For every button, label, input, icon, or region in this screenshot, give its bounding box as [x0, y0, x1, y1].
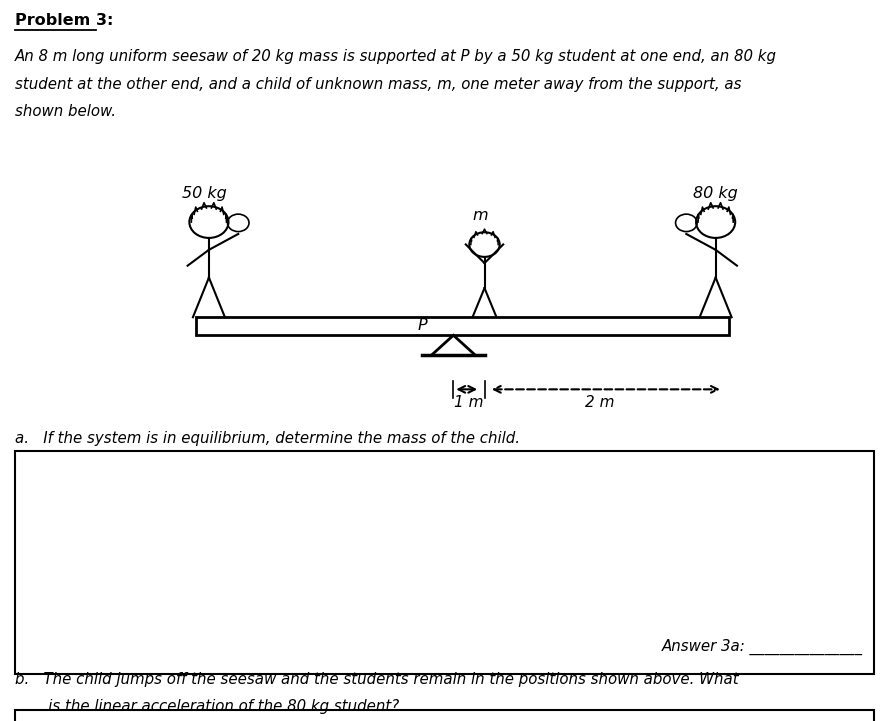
Text: 2 m: 2 m	[585, 395, 615, 410]
Bar	[15, 451, 874, 674]
Text: 1 m: 1 m	[454, 395, 484, 410]
Text: m: m	[472, 208, 488, 223]
Bar	[15, 710, 874, 721]
Text: a.   If the system is in equilibrium, determine the mass of the child.: a. If the system is in equilibrium, dete…	[15, 431, 520, 446]
Bar	[196, 317, 729, 335]
Text: P: P	[418, 318, 427, 333]
Text: is the linear acceleration of the 80 kg student?: is the linear acceleration of the 80 kg …	[15, 699, 399, 714]
Text: Answer 3a: _______________: Answer 3a: _______________	[661, 639, 862, 655]
Text: student at the other end, and a child of unknown mass, m, one meter away from th: student at the other end, and a child of…	[15, 76, 741, 92]
Polygon shape	[431, 335, 476, 355]
Text: 80 kg: 80 kg	[693, 186, 738, 201]
Text: shown below.: shown below.	[15, 104, 116, 119]
Text: 50 kg: 50 kg	[182, 186, 227, 201]
Text: Problem 3:: Problem 3:	[15, 13, 114, 28]
Text: An 8 m long uniform seesaw of 20 kg mass is supported at P by a 50 kg student at: An 8 m long uniform seesaw of 20 kg mass…	[15, 49, 777, 64]
Text: b.   The child jumps off the seesaw and the students remain in the positions sho: b. The child jumps off the seesaw and th…	[15, 671, 739, 686]
